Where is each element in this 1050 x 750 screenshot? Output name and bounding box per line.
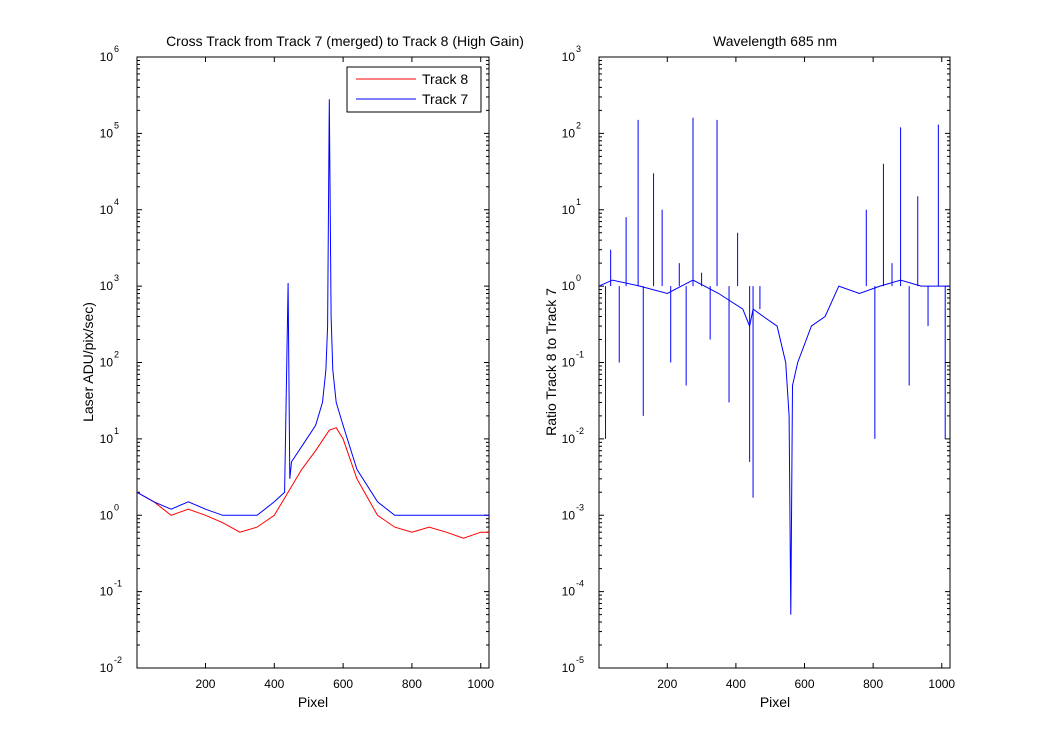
left-xtick-label: 1000 <box>467 677 494 691</box>
right-ytick-label: 10 <box>562 432 576 446</box>
left-ytick-exponent: -2 <box>114 655 122 665</box>
right-xtick-label: 600 <box>795 677 815 691</box>
right-ytick-exponent: 0 <box>576 273 581 283</box>
left-ytick-label: 10 <box>100 279 114 293</box>
legend-track8-label: Track 8 <box>422 71 468 87</box>
right-xtick-label: 400 <box>726 677 746 691</box>
right-ytick-label: 10 <box>562 661 576 675</box>
left-ytick-exponent: 2 <box>114 350 119 360</box>
left-xtick-label: 400 <box>264 677 284 691</box>
left-plot: Cross Track from Track 7 (merged) to Tra… <box>80 33 524 710</box>
left-ytick-label: 10 <box>100 661 114 675</box>
right-plot-title: Wavelength 685 nm <box>713 33 837 49</box>
left-series-track-8 <box>136 427 489 539</box>
right-ytick-label: 10 <box>562 50 576 64</box>
right-ytick-label: 10 <box>562 508 576 522</box>
right-ytick-label: 10 <box>562 203 576 217</box>
right-ytick-label: 10 <box>562 126 576 140</box>
right-ytick-exponent: -5 <box>576 655 584 665</box>
left-ytick-exponent: 5 <box>114 120 119 130</box>
right-ytick-label: 10 <box>562 279 576 293</box>
left-ytick-exponent: -1 <box>114 579 122 589</box>
left-plot-series <box>136 99 489 539</box>
right-xtick-label: 800 <box>863 677 883 691</box>
legend: Track 8 Track 7 <box>346 66 482 113</box>
left-ytick-exponent: 1 <box>114 426 119 436</box>
right-plot: Wavelength 685 nm 200 400 600 800 100010-510… <box>543 33 955 710</box>
right-plot-series <box>598 117 950 615</box>
right-plot-xlabel: Pixel <box>760 694 790 710</box>
left-ytick-exponent: 4 <box>114 197 119 207</box>
left-plot-xlabel: Pixel <box>298 694 328 710</box>
right-ytick-exponent: -3 <box>576 502 584 512</box>
left-ytick-label: 10 <box>100 432 114 446</box>
right-ytick-exponent: 3 <box>576 44 581 54</box>
right-ytick-exponent: -2 <box>576 426 584 436</box>
left-plot-ticks: 200 400 600 800 100010-210-11001011021031041… <box>100 44 495 691</box>
left-ytick-label: 10 <box>100 50 114 64</box>
left-ytick-label: 10 <box>100 508 114 522</box>
left-plot-ylabel: Laser ADU/pix/sec) <box>80 302 96 422</box>
right-plot-ylabel: Ratio Track 8 to Track 7 <box>543 288 559 436</box>
legend-box <box>346 66 482 113</box>
left-ytick-label: 10 <box>100 356 114 370</box>
right-plot-ticks: 200 400 600 800 100010-510-410-310-210-11001… <box>562 44 956 691</box>
left-xtick-label: 600 <box>333 677 353 691</box>
left-ytick-exponent: 6 <box>114 44 119 54</box>
right-ytick-label: 10 <box>562 585 576 599</box>
left-series-track-7 <box>136 99 489 516</box>
right-ytick-exponent: -4 <box>576 579 584 589</box>
right-xtick-label: 1000 <box>928 677 955 691</box>
left-plot-title: Cross Track from Track 7 (merged) to Tra… <box>166 33 524 49</box>
left-ytick-label: 10 <box>100 126 114 140</box>
right-ytick-exponent: -1 <box>576 350 584 360</box>
left-xtick-label: 800 <box>402 677 422 691</box>
left-ytick-label: 10 <box>100 585 114 599</box>
right-ytick-exponent: 2 <box>576 120 581 130</box>
legend-track7-label: Track 7 <box>422 91 468 107</box>
left-ytick-label: 10 <box>100 203 114 217</box>
right-ytick-exponent: 1 <box>576 197 581 207</box>
right-xtick-label: 200 <box>657 677 677 691</box>
right-ytick-label: 10 <box>562 356 576 370</box>
left-ytick-exponent: 0 <box>114 502 119 512</box>
left-ytick-exponent: 3 <box>114 273 119 283</box>
left-xtick-label: 200 <box>195 677 215 691</box>
